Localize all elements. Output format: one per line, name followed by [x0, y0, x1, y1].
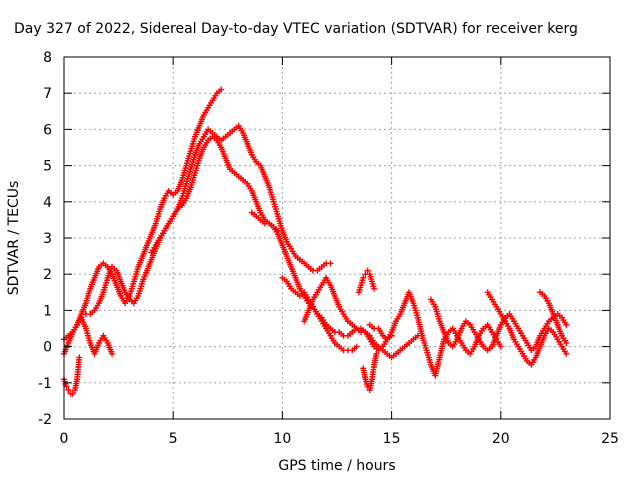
data-point	[65, 387, 72, 394]
x-tick-label: 25	[601, 431, 619, 447]
y-tick-label: 0	[43, 340, 52, 356]
data-point	[563, 321, 570, 328]
data-point	[360, 274, 367, 281]
y-tick-label: 3	[43, 231, 52, 247]
y-tick-label: 2	[43, 267, 52, 283]
series-arc-6	[248, 209, 282, 234]
y-tick-label: 7	[43, 86, 52, 102]
series-arc-13	[484, 289, 570, 368]
series-arc-14	[537, 289, 570, 346]
data-point	[218, 86, 225, 93]
x-tick-label: 10	[273, 431, 291, 447]
data-point	[275, 227, 282, 234]
data-point	[327, 260, 334, 267]
data-point	[364, 267, 371, 274]
y-tick-label: 8	[43, 50, 52, 66]
x-axis-label: GPS time / hours	[278, 458, 395, 474]
x-tick-label: 5	[169, 431, 178, 447]
series-arc-8	[301, 274, 426, 361]
data-point	[563, 339, 570, 346]
data-point	[353, 343, 360, 350]
y-tick-label: 4	[43, 195, 52, 211]
y-tick-label: 5	[43, 159, 52, 175]
x-tick-label: 15	[383, 431, 401, 447]
data-point	[76, 354, 83, 361]
series-arc-11	[366, 289, 504, 379]
x-tick-label: 20	[492, 431, 510, 447]
data-point	[69, 390, 76, 397]
chart-title: Day 327 of 2022, Sidereal Day-to-day VTE…	[14, 21, 578, 37]
y-tick-label: -1	[38, 376, 52, 392]
data-point	[109, 350, 116, 357]
axis-ticks: 0 5 10 15 20 25 -2 -1 0 1 2 3 4 5 6 7 8	[38, 50, 619, 447]
data-point	[497, 343, 504, 350]
data-points	[61, 86, 570, 397]
data-point	[371, 285, 378, 292]
series-arc-9	[355, 267, 378, 296]
data-point	[373, 350, 380, 357]
series-arc-3	[61, 86, 225, 343]
y-axis-label: SDTVAR / TECUs	[6, 181, 22, 296]
x-tick-label: 0	[60, 431, 69, 447]
y-tick-label: 1	[43, 303, 52, 319]
series-arc-10	[360, 350, 380, 394]
data-point	[563, 350, 570, 357]
series-arc-7	[279, 274, 360, 354]
y-tick-label: -2	[38, 412, 52, 428]
y-tick-label: 6	[43, 122, 52, 138]
grid	[64, 57, 610, 419]
